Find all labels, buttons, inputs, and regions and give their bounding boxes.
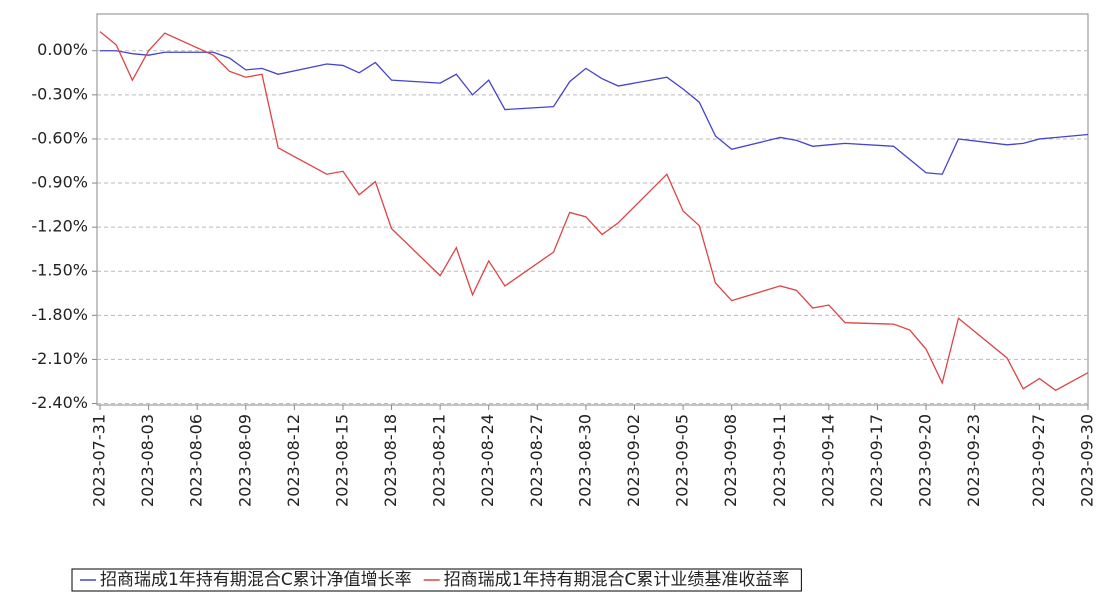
y-tick-label: -0.30% <box>31 84 88 103</box>
x-tick-label: 2023-09-14 <box>818 414 837 507</box>
x-tick-label: 2023-09-30 <box>1078 414 1097 507</box>
x-tick-label: 2023-08-18 <box>381 414 400 507</box>
y-tick-label: -1.80% <box>31 305 88 324</box>
x-tick-label: 2023-08-15 <box>332 414 351 507</box>
y-tick-label: -0.60% <box>31 128 88 147</box>
x-tick-label: 2023-08-03 <box>138 414 157 507</box>
x-tick-label: 2023-08-12 <box>284 414 303 507</box>
line-series <box>99 31 1089 392</box>
plot-frame <box>96 13 1089 406</box>
y-tick-label: -2.10% <box>31 349 88 368</box>
x-tick-label: 2023-09-05 <box>673 414 692 507</box>
y-tick-label: -0.90% <box>31 173 88 192</box>
legend-label: 招商瑞成1年持有期混合C累计业绩基准收益率 <box>444 570 790 590</box>
x-tick-label: 2023-09-08 <box>721 414 740 507</box>
x-tick-label: 2023-09-23 <box>964 414 983 507</box>
x-tick-label: 2023-08-27 <box>527 414 546 507</box>
line-series <box>100 50 1089 175</box>
x-tick-label: 2023-08-30 <box>575 414 594 507</box>
x-tick-label: 2023-09-17 <box>867 414 886 507</box>
x-tick-label: 2023-08-09 <box>235 414 254 507</box>
y-tick-label: -2.40% <box>31 393 88 412</box>
y-tick-label: -1.50% <box>31 261 88 280</box>
y-tick-label: -1.20% <box>31 217 88 236</box>
x-tick-label: 2023-08-21 <box>430 414 449 507</box>
legend-label: 招商瑞成1年持有期混合C累计净值增长率 <box>100 570 412 590</box>
x-tick-label: 2023-09-27 <box>1029 414 1048 507</box>
x-tick-label: 2023-09-02 <box>624 414 643 507</box>
x-tick-label: 2023-08-24 <box>478 414 497 507</box>
x-tick-label: 2023-07-31 <box>90 414 109 507</box>
legend: 招商瑞成1年持有期混合C累计净值增长率 招商瑞成1年持有期混合C累计业绩基准收益率 <box>71 568 802 592</box>
x-tick-label: 2023-08-06 <box>187 414 206 507</box>
x-tick-label: 2023-09-11 <box>770 414 789 507</box>
x-tick-label: 2023-09-20 <box>916 414 935 507</box>
y-tick-label: 0.00% <box>37 40 88 59</box>
